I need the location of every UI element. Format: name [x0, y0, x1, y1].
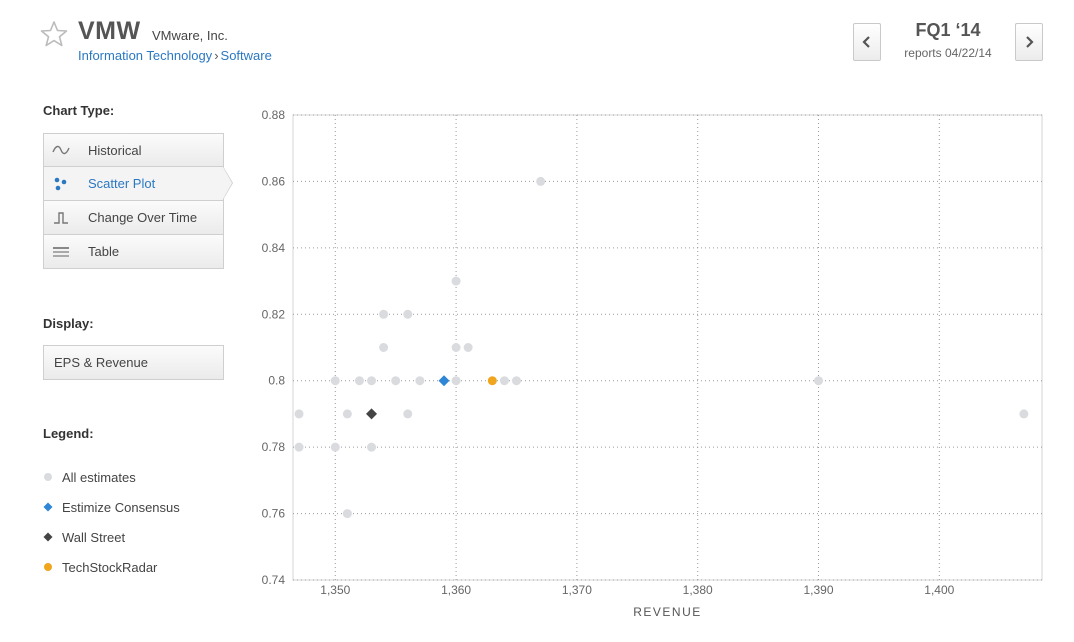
x-tick-label: 1,400 — [924, 583, 954, 597]
data-points — [294, 176, 1029, 519]
scatter-point[interactable] — [511, 376, 521, 386]
breadcrumb-separator: › — [214, 48, 219, 63]
step-icon — [44, 201, 78, 234]
legend: All estimates Estimize Consensus Wall St… — [43, 462, 180, 582]
scatter-point[interactable] — [536, 176, 546, 186]
x-axis-label: REVENUE — [633, 605, 702, 619]
scatter-point[interactable] — [379, 343, 389, 352]
sector-link[interactable]: Information Technology — [78, 48, 213, 63]
legend-item-techstockradar: TechStockRadar — [43, 552, 180, 582]
scatter-point[interactable] — [367, 376, 377, 386]
legend-item-wall-street: Wall Street — [43, 522, 180, 552]
scatter-point[interactable] — [403, 309, 413, 319]
star-icon[interactable] — [40, 20, 68, 48]
scatter-icon — [44, 167, 78, 200]
chart-type-label: Chart Type: — [43, 103, 115, 118]
chart-type-historical[interactable]: Historical — [43, 133, 224, 167]
scatter-point[interactable] — [294, 409, 304, 419]
legend-label-all-estimates: All estimates — [62, 469, 136, 485]
chart-type-label-change-over-time: Change Over Time — [88, 210, 198, 225]
previous-quarter-button[interactable] — [853, 23, 881, 61]
breadcrumb: Information Technology › Software — [78, 48, 272, 63]
scatter-point[interactable] — [342, 409, 352, 419]
chart-type-label-scatter-plot: Scatter Plot — [88, 176, 156, 191]
scatter-point[interactable] — [403, 409, 413, 419]
chart-grid — [292, 114, 1043, 581]
y-tick-label: 0.86 — [262, 174, 286, 188]
chart-type-scatter-plot[interactable]: Scatter Plot — [43, 166, 233, 201]
x-tick-label: 1,370 — [562, 583, 592, 597]
scatter-point[interactable] — [499, 376, 509, 386]
scatter-point[interactable] — [451, 343, 461, 352]
y-tick-label: 0.76 — [262, 507, 286, 521]
legend-label-estimize-consensus: Estimize Consensus — [62, 499, 180, 515]
y-tick-label: 0.82 — [262, 307, 286, 321]
chart-type-change-over-time[interactable]: Change Over Time — [43, 201, 224, 235]
x-tick-label: 1,390 — [803, 583, 833, 597]
y-tick-label: 0.84 — [262, 241, 286, 255]
scatter-point[interactable] — [294, 442, 304, 452]
y-axis-ticks: 0.74 0.76 0.78 0.8 0.82 0.84 0.86 0.88 — [262, 108, 286, 587]
y-tick-label: 0.78 — [262, 440, 286, 454]
y-tick-label: 0.8 — [268, 374, 285, 388]
wave-icon — [44, 134, 78, 166]
chart-type-table[interactable]: Table — [43, 235, 224, 269]
scatter-chart: 0.740.760.780.80.820.840.860.88 1,350 1,3… — [262, 108, 1043, 619]
circle-icon — [43, 472, 62, 482]
report-date: reports 04/22/14 — [904, 46, 992, 60]
company-name: VMware, Inc. — [152, 28, 228, 43]
chart-type-label-table: Table — [88, 244, 120, 259]
display-select[interactable]: EPS & Revenue — [43, 345, 224, 380]
scatter-point[interactable] — [463, 343, 473, 352]
display-label: Display: — [43, 316, 94, 331]
scatter-point[interactable] — [330, 442, 340, 452]
plot-frame — [292, 114, 1043, 581]
chevron-right-icon — [1026, 36, 1034, 48]
table-icon — [44, 235, 78, 268]
scatter-point[interactable] — [330, 376, 340, 386]
diamond-icon — [43, 532, 62, 542]
scatter-point[interactable] — [1019, 409, 1029, 419]
scatter-point[interactable] — [415, 376, 425, 386]
fiscal-quarter: FQ1 ‘14 — [915, 20, 981, 40]
legend-item-all-estimates: All estimates — [43, 462, 180, 492]
chevron-left-icon — [862, 36, 870, 48]
legend-label-techstockradar: TechStockRadar — [62, 559, 158, 575]
scatter-point[interactable] — [451, 376, 461, 386]
x-tick-label: 1,350 — [320, 583, 350, 597]
scatter-point[interactable] — [438, 375, 450, 387]
legend-item-estimize-consensus: Estimize Consensus — [43, 492, 180, 522]
scatter-point[interactable] — [354, 376, 364, 386]
scatter-point[interactable] — [367, 442, 377, 452]
chart-type-label-historical: Historical — [88, 142, 142, 158]
scatter-point[interactable] — [366, 408, 378, 420]
industry-link[interactable]: Software — [220, 48, 272, 63]
legend-label: Legend: — [43, 426, 94, 441]
x-tick-label: 1,360 — [441, 583, 471, 597]
x-axis-ticks: 1,350 1,360 1,370 1,380 1,390 1,400 — [320, 583, 954, 597]
y-tick-label: 0.74 — [262, 573, 286, 587]
header: VMW VMware, Inc. Information Technology ›… — [0, 0, 1074, 80]
scatter-point[interactable] — [814, 376, 824, 386]
scatter-point[interactable] — [487, 376, 497, 386]
scatter-point[interactable] — [379, 309, 389, 319]
circle-icon — [43, 562, 62, 572]
chart-type-list: Historical Scatter Plot Change Over Time… — [43, 133, 233, 269]
diamond-icon — [43, 502, 62, 512]
y-tick-label: 0.88 — [262, 108, 286, 122]
scatter-point[interactable] — [451, 276, 461, 286]
legend-label-wall-street: Wall Street — [62, 529, 126, 545]
ticker-symbol: VMW — [78, 17, 141, 45]
x-tick-label: 1,380 — [683, 583, 713, 597]
next-quarter-button[interactable] — [1015, 23, 1043, 61]
scatter-point[interactable] — [342, 509, 352, 519]
scatter-point[interactable] — [391, 376, 401, 386]
